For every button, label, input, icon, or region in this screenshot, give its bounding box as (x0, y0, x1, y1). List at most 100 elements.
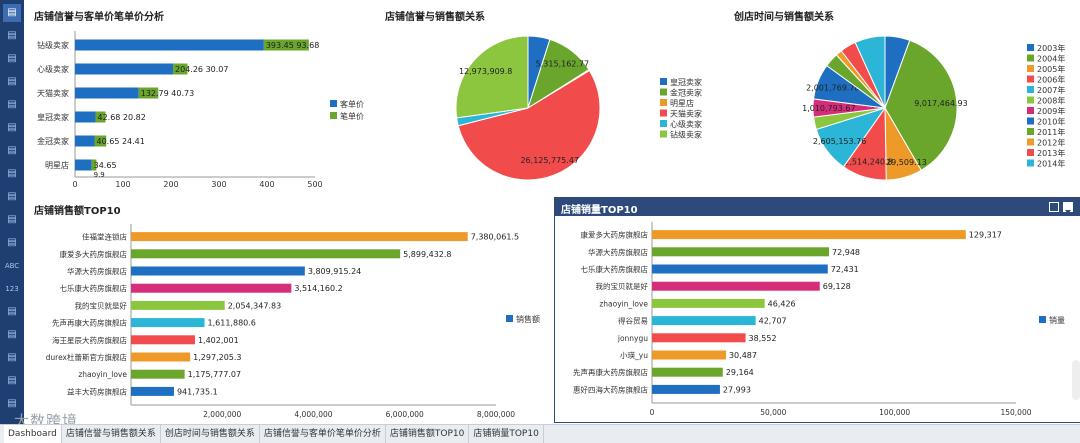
legend-swatch (1027, 96, 1034, 104)
legend-swatch (506, 315, 513, 322)
bar-order-price (95, 111, 106, 123)
sidebar-hbar-icon[interactable]: ▤ (7, 99, 17, 110)
data-label: 30,487 (729, 351, 757, 360)
legend-swatch (660, 78, 667, 85)
data-label: 40.65 24.41 (97, 137, 145, 146)
legend-swatch (1027, 86, 1034, 93)
panel-title: 店铺信誉与客单价笔单价分析 (34, 12, 164, 23)
volume-top10-chart: 康爱多大药房旗舰店 129,317 华源大药房旗舰店 72,948 七乐康大药房旗舰店 7… (573, 222, 1065, 417)
maximize-icon[interactable] (1049, 202, 1059, 212)
legend-swatch (660, 130, 667, 138)
x-tick-label: 400 (259, 180, 274, 189)
sidebar-bar-icon[interactable]: ▤ (3, 4, 21, 22)
pie-slice (457, 69, 601, 181)
legend-label: 2012年 (1037, 138, 1065, 148)
legend-label: 2011年 (1037, 127, 1065, 137)
y-tick-label: 七乐康大药房旗舰店 (581, 264, 649, 274)
panel-title: 创店时间与销售额关系 (734, 12, 834, 23)
legend-swatch (1027, 75, 1034, 83)
legend-label: 2003年 (1037, 43, 1065, 53)
x-tick-label: 300 (211, 180, 226, 189)
legend-label: 金冠卖家 (670, 88, 702, 98)
sidebar-pie-icon[interactable]: ▤ (7, 122, 17, 133)
y-tick-label: 明星店 (45, 160, 69, 170)
legend-swatch (1039, 316, 1046, 323)
y-tick-label: 钻级卖家 (37, 40, 69, 50)
y-tick-label: 得谷贸易 (618, 316, 648, 326)
legend-swatch (660, 120, 667, 127)
sidebar-scatter-icon[interactable]: ▤ (7, 214, 17, 225)
sidebar-grid-icon[interactable]: ▤ (7, 329, 17, 340)
legend-label: 销售额 (516, 314, 540, 324)
sidebar-bubble-icon[interactable]: ▤ (7, 191, 17, 202)
sidebar-detail-icon[interactable]: ▤ (7, 352, 17, 363)
data-label: 3,514,160.2 (294, 284, 342, 293)
dropdown-menu-icon[interactable] (1063, 202, 1073, 214)
tab-bar: Dashboard 店铺信誉与销售额关系 创店时间与销售额关系 店铺信誉与客单价笔单价… (0, 424, 1080, 443)
x-tick-label: 100 (115, 180, 130, 189)
pie-slice (854, 35, 886, 109)
credit-price-chart: 钻级卖家 393.45 93.68 心级卖家 204.26 30.07 天猫卖家 132.… (37, 31, 364, 189)
bar-order-price (91, 159, 97, 171)
legend-label: 2004年 (1037, 54, 1065, 64)
opentime-sales-panel: 创店时间与销售额关系 9,017,464.93 2,029,509.13 2,514… (720, 0, 1075, 200)
y-tick-label: 先声再康大药房旗舰店 (573, 367, 648, 377)
legend-swatch (330, 100, 337, 107)
bar (131, 300, 225, 310)
legend-label: 天猫卖家 (670, 109, 702, 119)
sidebar-column-icon[interactable]: ▤ (7, 30, 17, 41)
bar-order-price (173, 63, 188, 75)
x-tick-label: 50,000 (760, 408, 786, 417)
data-label: 42.68 20.82 (97, 113, 145, 122)
bar (652, 298, 765, 308)
y-tick-label: 华源大药房旗舰店 (67, 266, 127, 276)
scroll-handle[interactable] (1072, 360, 1080, 400)
y-tick-label: 惠好四海大药房旗舰店 (573, 384, 648, 394)
opentime-sales-pie: 9,017,464.93 2,029,509.132,514,240.8 2,605… (802, 35, 1065, 181)
sidebar-table-icon[interactable]: ▤ (7, 237, 17, 248)
sidebar-abc-icon[interactable]: ABC (4, 262, 20, 270)
y-tick-label: 先声再康大药房旗舰店 (52, 318, 127, 328)
bar (131, 266, 305, 276)
sidebar-list-icon[interactable]: ▤ (7, 375, 17, 386)
bar-customer-price (75, 159, 92, 171)
bar-customer-price (75, 111, 96, 123)
sidebar-ring-icon[interactable]: ▤ (7, 168, 17, 179)
y-tick-label: 康爱多大药房旗舰店 (60, 249, 128, 259)
legend-label: 明星店 (670, 98, 694, 108)
bar (652, 316, 756, 326)
bar (652, 230, 966, 240)
tab-2[interactable]: 创店时间与销售额关系 (161, 425, 260, 443)
slice-label: 2,514,240.8 (844, 158, 892, 167)
tab-5[interactable]: 店铺销量TOP10 (469, 425, 544, 443)
sidebar-window-icon[interactable]: ▤ (7, 398, 17, 409)
pie-slice (884, 39, 958, 171)
y-tick-label: 心级卖家 (37, 64, 69, 74)
x-tick-label: 150,000 (1000, 408, 1031, 417)
legend-swatch (1027, 117, 1034, 125)
tab-0[interactable]: Dashboard (4, 425, 62, 443)
sidebar-gauge-icon[interactable]: ▤ (7, 145, 17, 156)
sidebar-column-icon[interactable]: ▤ (7, 53, 17, 64)
bar (131, 232, 468, 242)
sidebar-123-icon[interactable]: 123 (5, 285, 19, 293)
y-tick-label: 皇冠卖家 (37, 112, 69, 122)
y-tick-label: 七乐康大药房旗舰店 (60, 283, 128, 293)
bar-order-price (138, 87, 159, 99)
sidebar-bar-icon[interactable]: ▤ (7, 76, 17, 87)
tab-4[interactable]: 店铺销售额TOP10 (386, 425, 470, 443)
y-tick-label: 金冠卖家 (37, 136, 69, 146)
bar (131, 386, 174, 396)
sales-top10-panel: 店铺销售额TOP10 佳福堂连锁店 7,380,061.5 康爱多大药房旗舰店 5,8… (28, 198, 550, 422)
tab-1[interactable]: 店铺信誉与销售额关系 (62, 425, 161, 443)
bar (131, 335, 195, 345)
legend-label: 心级卖家 (670, 119, 702, 129)
data-label: 1,402,001 (198, 336, 239, 345)
tab-3[interactable]: 店铺信誉与客单价笔单价分析 (260, 425, 386, 443)
legend-label: 钻级卖家 (670, 130, 702, 140)
sidebar-crosstab-icon[interactable]: ▤ (7, 306, 17, 317)
y-tick-label: 我的宝贝就是好 (596, 281, 649, 291)
x-tick-label: 500 (307, 180, 322, 189)
y-tick-label: 我的宝贝就是好 (75, 300, 128, 310)
sales-top10-chart: 佳福堂连锁店 7,380,061.5 康爱多大药房旗舰店 5,899,432.8 华源大… (46, 224, 540, 419)
